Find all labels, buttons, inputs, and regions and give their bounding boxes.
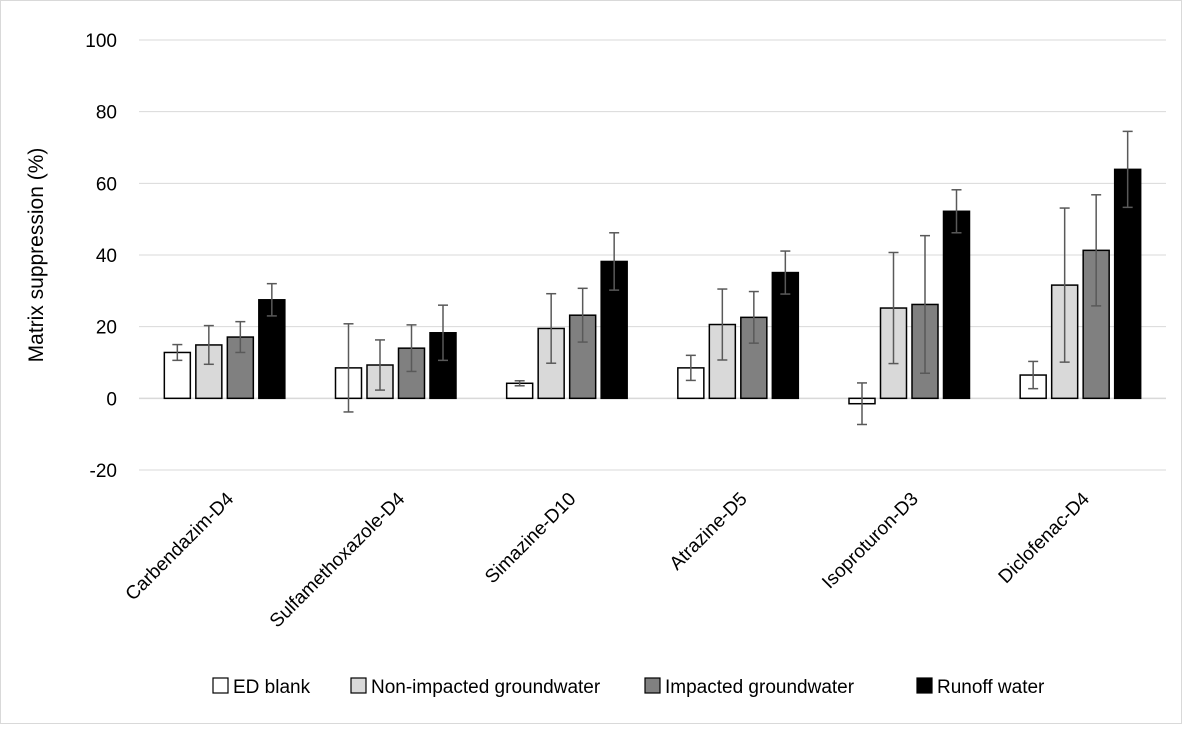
y-tick-label: -20 (90, 461, 117, 482)
legend: ED blank Non-impacted groundwater Impacted… (212, 677, 1045, 698)
y-tick-label: 40 (96, 246, 117, 267)
x-category-label: Diclofenac-D4 (995, 488, 1095, 588)
x-category-label: Carbendazim-D4 (122, 488, 239, 605)
legend-label: Impacted groundwater (665, 677, 855, 698)
legend-label: ED blank (233, 677, 311, 698)
y-tick-label: 100 (85, 31, 117, 52)
x-category-labels: Carbendazim-D4 Sulfamethoxazole-D4 Simazin… (122, 488, 1095, 632)
y-tick-label: 60 (96, 174, 117, 195)
y-tick-label: 0 (106, 389, 117, 410)
error-bars-layer (172, 130, 1133, 426)
bar (942, 210, 971, 400)
y-tick-labels: -20 0 20 40 60 80 100 (85, 31, 117, 482)
legend-swatch (212, 677, 229, 694)
legend-label: Runoff water (937, 677, 1045, 698)
y-axis-title: Matrix suppression (%) (25, 148, 48, 363)
bars-layer (163, 168, 1142, 405)
bar (163, 351, 192, 400)
x-category-label: Simazine-D10 (481, 489, 580, 588)
legend-swatch (916, 677, 933, 694)
y-tick-label: 20 (96, 318, 117, 339)
legend-label: Non-impacted groundwater (371, 677, 601, 698)
x-category-label: Atrazine-D5 (666, 489, 752, 575)
legend-swatch (350, 677, 367, 694)
y-tick-label: 80 (96, 103, 117, 124)
x-category-label: Sulfamethoxazole-D4 (266, 488, 410, 632)
x-category-label: Isoproturon-D3 (818, 489, 922, 593)
gridlines (139, 39, 1166, 471)
legend-swatch (644, 677, 661, 694)
